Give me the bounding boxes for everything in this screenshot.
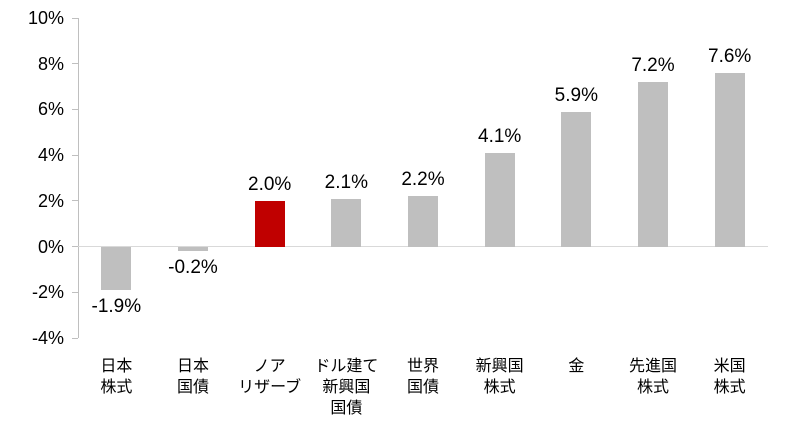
y-tick-label: 6% xyxy=(37,99,64,120)
y-tick xyxy=(72,337,78,339)
bar xyxy=(178,246,208,252)
bar xyxy=(331,198,362,247)
y-tick-label: 8% xyxy=(37,53,64,74)
bar-value-label: 5.9% xyxy=(554,84,598,106)
bar-value-label: -1.9% xyxy=(91,296,142,317)
bar-value-label: -0.2% xyxy=(168,257,218,279)
y-tick xyxy=(72,63,78,65)
bar xyxy=(714,72,745,247)
bar xyxy=(254,200,285,247)
bar-value-label: 2.1% xyxy=(324,171,368,193)
y-tick xyxy=(72,246,78,248)
y-tick-label: -2% xyxy=(31,282,64,303)
y-tick xyxy=(72,154,78,156)
bar-value-label: 2.2% xyxy=(401,169,445,191)
x-category-label: 新興国 株式 xyxy=(475,358,524,396)
y-tick xyxy=(72,17,78,19)
bar-value-label: 7.6% xyxy=(708,45,752,67)
y-tick-label: 2% xyxy=(37,190,64,211)
bar xyxy=(638,82,668,247)
y-tick xyxy=(72,200,78,202)
x-category-label: ノア リザーブ xyxy=(238,358,302,396)
y-tick xyxy=(72,108,78,110)
bar xyxy=(484,152,515,247)
x-category-label: 日本 国債 xyxy=(176,358,209,396)
bar xyxy=(101,246,132,290)
x-category-label: 世界 国債 xyxy=(406,358,439,396)
y-axis-line xyxy=(78,18,79,338)
x-category-label: 先進国 株式 xyxy=(628,358,677,396)
bar xyxy=(408,196,438,247)
y-tick-label: 0% xyxy=(37,236,64,257)
x-category-label: 金 xyxy=(568,358,585,375)
bar-value-label: 7.2% xyxy=(631,55,675,76)
bar-value-label: 4.1% xyxy=(478,125,522,147)
y-tick-label: 10% xyxy=(27,8,64,28)
y-tick-label: 4% xyxy=(37,145,64,166)
bar xyxy=(561,111,592,247)
x-category-label: 日本 株式 xyxy=(100,358,133,396)
bar-value-label: 2.0% xyxy=(248,173,292,195)
zero-line xyxy=(78,246,768,248)
x-category-label: 米国 株式 xyxy=(713,358,746,396)
y-tick xyxy=(72,291,78,293)
x-category-label: ドル建て 新興国 国債 xyxy=(314,358,379,417)
y-tick-label: -4% xyxy=(31,328,64,348)
